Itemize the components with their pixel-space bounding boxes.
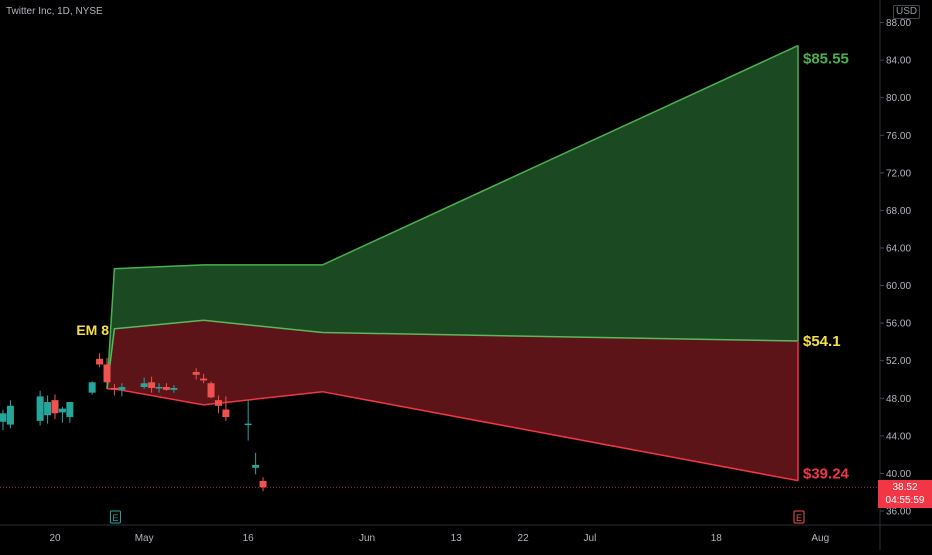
y-tick-label: 64.00 [886, 243, 911, 254]
candle-body [51, 400, 59, 414]
candle-body [58, 408, 66, 413]
earnings-marker [109, 510, 121, 524]
candle-body [0, 413, 7, 422]
em-upper-label: $85.55 [803, 51, 849, 68]
x-tick-label: May [135, 533, 154, 544]
bar-countdown: 04:55:59 [885, 495, 925, 506]
x-tick-label: Jun [359, 533, 375, 544]
candle-body [148, 382, 156, 388]
expected-move-upper-line [106, 44, 799, 389]
candle-body [103, 364, 111, 383]
y-tick-label: 76.00 [886, 131, 911, 142]
y-tick-label: 56.00 [886, 319, 911, 330]
em-lower-label: $39.24 [803, 466, 850, 483]
y-tick-label: 40.00 [886, 469, 911, 480]
y-tick-label: 48.00 [886, 394, 911, 405]
candle-body [6, 405, 14, 425]
em-title-label: EM 8 [76, 322, 109, 338]
candle-body [36, 396, 44, 421]
candle-body [222, 409, 230, 418]
earnings-marker-letter: E [796, 513, 802, 523]
candle-body [259, 480, 267, 488]
x-tick-label: 20 [49, 533, 61, 544]
last-price-value: 38.52 [892, 482, 918, 493]
expected-move-mid-line [106, 319, 799, 389]
candle-body [170, 387, 178, 390]
y-tick-label: 60.00 [886, 281, 911, 292]
y-tick-label: 36.00 [886, 507, 911, 518]
candle-body [192, 371, 200, 375]
y-tick-label: 44.00 [886, 431, 911, 442]
y-tick-label: 88.00 [886, 18, 911, 29]
x-tick-label: Aug [811, 533, 829, 544]
earnings-marker-letter: E [112, 513, 118, 523]
candle-body [96, 358, 104, 365]
candle-body [110, 387, 118, 390]
candle-body [207, 383, 215, 398]
x-tick-label: 18 [711, 533, 723, 544]
y-tick-label: 52.00 [886, 356, 911, 367]
candle-body [214, 400, 222, 406]
expected-move-lower-band [107, 320, 798, 481]
x-tick-label: 16 [243, 533, 255, 544]
em-mid-label: $54.1 [803, 333, 841, 350]
symbol-title: Twitter Inc, 1D, NYSE [6, 6, 103, 17]
candle-body [118, 387, 126, 390]
candle-body [155, 387, 163, 389]
candle-body [252, 464, 260, 468]
y-tick-label: 68.00 [886, 206, 911, 217]
candle-body [140, 383, 148, 388]
candle-body [88, 382, 96, 393]
x-tick-label: 22 [518, 533, 530, 544]
last-price-badge: 38.52 04:55:59 [878, 480, 932, 508]
candle-body [244, 423, 252, 426]
x-tick-label: Jul [584, 533, 597, 544]
y-tick-label: 72.00 [886, 168, 911, 179]
candle-body [66, 402, 74, 418]
x-tick-label: 13 [451, 533, 463, 544]
y-tick-label: 80.00 [886, 93, 911, 104]
expected-move-upper-band [107, 45, 798, 389]
candle-body [200, 378, 208, 381]
candle-body [162, 387, 170, 390]
currency-badge[interactable]: USD [893, 5, 921, 19]
y-tick-label: 84.00 [886, 56, 911, 67]
earnings-marker [793, 510, 805, 524]
candle-body [44, 402, 52, 416]
